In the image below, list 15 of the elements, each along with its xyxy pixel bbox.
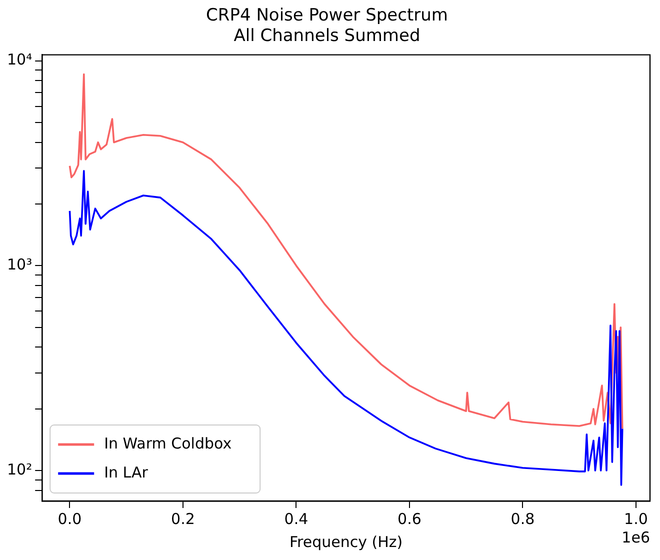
x-tick-label: 1.0: [624, 510, 648, 528]
chart-subtitle: All Channels Summed: [234, 26, 420, 46]
y-tick-label: 10²: [6, 460, 32, 478]
y-tick-label: 10⁴: [6, 50, 32, 69]
legend-label: In Warm Coldbox: [104, 434, 232, 452]
y-tick-label: 10³: [6, 256, 32, 274]
x-tick-label: 0.4: [284, 510, 308, 528]
x-tick-label: 0.0: [58, 510, 82, 528]
x-tick-label: 0.6: [398, 510, 422, 528]
x-axis-title: Frequency (Hz): [289, 532, 403, 551]
legend-label: In LAr: [104, 463, 149, 482]
x-tick-label: 0.2: [171, 510, 195, 528]
x-tick-label: 0.8: [510, 510, 535, 528]
text: 1e6: [622, 528, 650, 546]
chart-title: CRP4 Noise Power Spectrum: [206, 6, 448, 26]
